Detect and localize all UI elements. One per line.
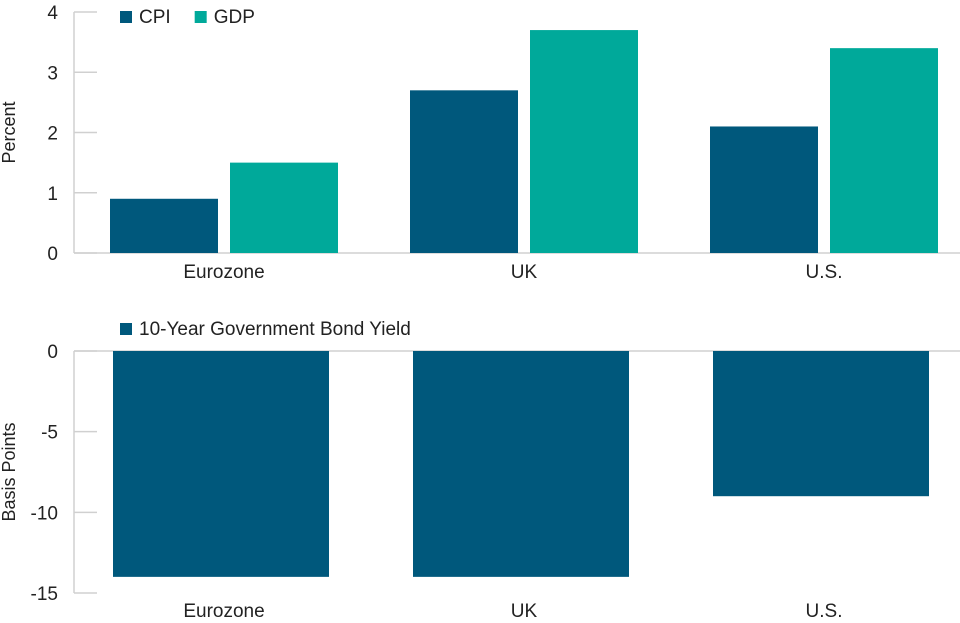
bar-10-year-government-bond-yield-uk (413, 351, 629, 577)
bar-gdp-eurozone (230, 162, 338, 253)
x-category-label: U.S. (806, 601, 843, 622)
bar-cpi-u-s- (710, 126, 818, 253)
legend-swatch (120, 11, 132, 23)
y-tick-label: -5 (41, 423, 58, 444)
x-category-label: Eurozone (183, 262, 264, 283)
bar-gdp-uk (530, 30, 638, 254)
y-tick-label: 0 (47, 342, 58, 363)
bar-10-year-government-bond-yield-u-s- (713, 351, 929, 497)
bar-cpi-uk (410, 90, 518, 253)
legend-swatch (194, 11, 207, 23)
legend-swatch (120, 323, 132, 335)
legend-label: 10-Year Government Bond Yield (139, 319, 411, 340)
y-tick-label: 0 (47, 244, 58, 265)
bar-10-year-government-bond-yield-eurozone (113, 351, 329, 577)
y-tick-label: 2 (47, 124, 58, 145)
y-tick-label: 1 (47, 184, 58, 205)
y-tick-label: 3 (47, 63, 58, 84)
x-category-label: Eurozone (183, 601, 264, 622)
bar-gdp-u-s- (830, 48, 938, 254)
x-category-label: U.S. (806, 262, 843, 283)
legend-label: GDP (214, 7, 255, 28)
y-axis-label: Basis Points (0, 422, 19, 521)
y-tick-label: -15 (31, 584, 58, 605)
y-tick-label: 4 (47, 3, 58, 24)
bar-cpi-eurozone (110, 198, 218, 253)
legend-label: CPI (139, 7, 171, 28)
y-axis-label: Percent (0, 101, 19, 163)
x-category-label: UK (511, 262, 538, 283)
y-tick-label: -10 (31, 503, 58, 524)
x-category-label: UK (511, 601, 538, 622)
